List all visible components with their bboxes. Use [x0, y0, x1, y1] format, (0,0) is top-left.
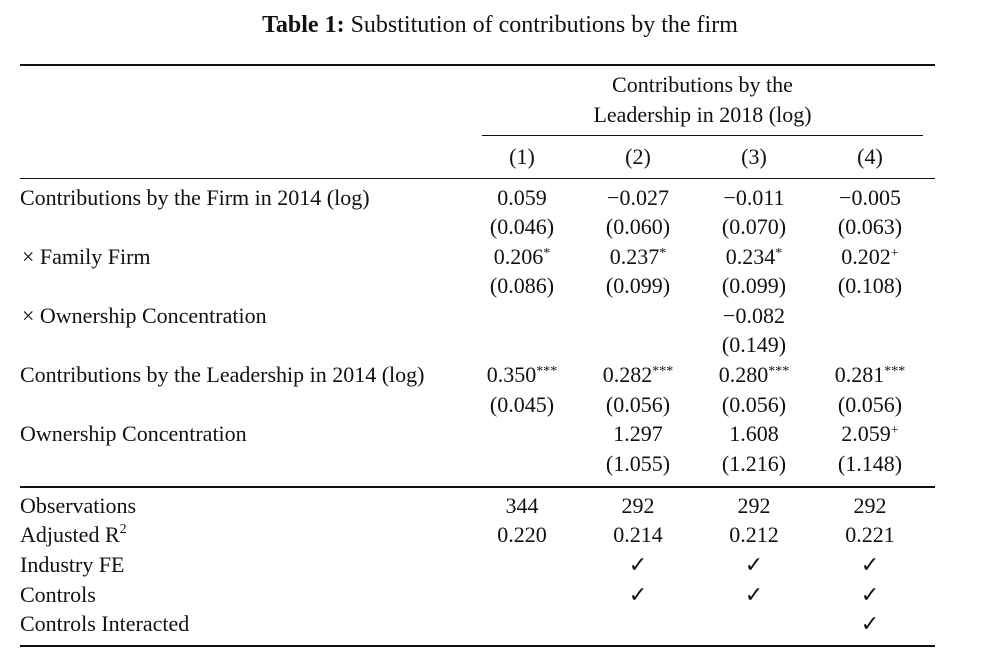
- se-cell: (0.060): [605, 214, 671, 239]
- se-cell: (0.149): [721, 332, 787, 357]
- top-rule: [20, 64, 935, 66]
- coef-cell: 0.237*: [609, 244, 667, 269]
- stat-cell: 292: [853, 493, 887, 518]
- stat-label-controls-interacted: Controls Interacted: [20, 611, 190, 636]
- coef-cell: 0.282***: [602, 362, 674, 387]
- row-label-family-firm-interaction: × Family Firm: [22, 244, 151, 269]
- bottom-rule: [20, 645, 935, 647]
- se-cell: (0.046): [489, 214, 555, 239]
- row-label-ownership-interaction: × Ownership Concentration: [22, 303, 267, 328]
- row-label-firm-contributions: Contributions by the Firm in 2014 (log): [20, 185, 370, 210]
- dependent-variable-header: Contributions by the Leadership in 2018 …: [482, 70, 923, 130]
- se-cell: (0.099): [721, 273, 787, 298]
- stat-cell: 0.212: [729, 522, 779, 547]
- checkmark-icon: ✓: [860, 552, 880, 577]
- table-caption-label: Table 1:: [262, 12, 345, 38]
- se-cell: (1.055): [605, 451, 671, 476]
- se-cell: (0.056): [837, 392, 903, 417]
- coef-cell: 1.608: [729, 421, 779, 446]
- se-cell: (1.216): [721, 451, 787, 476]
- se-cell: (0.063): [837, 214, 903, 239]
- coef-cell: 0.202+: [841, 244, 899, 269]
- table-caption-text: Substitution of contributions by the fir…: [344, 12, 738, 38]
- checkmark-icon: ✓: [860, 582, 880, 607]
- se-cell: (0.056): [605, 392, 671, 417]
- coef-cell: 0.281***: [834, 362, 906, 387]
- table-caption: Table 1: Substitution of contributions b…: [0, 10, 1000, 40]
- checkmark-icon: ✓: [628, 582, 648, 607]
- coef-cell: 0.350***: [486, 362, 558, 387]
- stat-cell: 0.220: [497, 522, 547, 547]
- column-header-4: (4): [857, 144, 883, 169]
- coef-cell: 0.059: [497, 185, 547, 210]
- stat-label-industry-fe: Industry FE: [20, 552, 125, 577]
- header-rule: [20, 178, 935, 179]
- stat-label-adjusted-r2: Adjusted R2: [20, 522, 127, 547]
- stat-cell: 344: [505, 493, 539, 518]
- coef-cell: −0.082: [723, 303, 785, 328]
- checkmark-icon: ✓: [860, 611, 880, 636]
- stats-rule: [20, 486, 935, 488]
- stat-label-observations: Observations: [20, 493, 137, 518]
- se-cell: (0.056): [721, 392, 787, 417]
- group-header-rule: [482, 135, 923, 136]
- stat-cell: 292: [737, 493, 771, 518]
- se-cell: (0.045): [489, 392, 555, 417]
- stat-cell: 0.214: [613, 522, 663, 547]
- coef-cell: 0.280***: [718, 362, 790, 387]
- se-cell: (0.070): [721, 214, 787, 239]
- stat-cell: 292: [621, 493, 655, 518]
- checkmark-icon: ✓: [744, 552, 764, 577]
- coef-cell: −0.011: [723, 185, 785, 210]
- checkmark-icon: ✓: [744, 582, 764, 607]
- column-header-2: (2): [625, 144, 651, 169]
- row-label-leadership-contributions: Contributions by the Leadership in 2014 …: [20, 362, 425, 387]
- coef-cell: 0.234*: [725, 244, 783, 269]
- se-cell: (0.108): [837, 273, 903, 298]
- column-header-1: (1): [509, 144, 535, 169]
- stat-cell: 0.221: [845, 522, 895, 547]
- coef-cell: 2.059+: [841, 421, 899, 446]
- coef-cell: −0.005: [839, 185, 901, 210]
- se-cell: (0.099): [605, 273, 671, 298]
- stat-label-controls: Controls: [20, 582, 96, 607]
- coef-cell: −0.027: [607, 185, 669, 210]
- dependent-variable-line-2: Leadership in 2018 (log): [593, 102, 812, 127]
- dependent-variable-line-1: Contributions by the: [612, 72, 793, 97]
- se-cell: (0.086): [489, 273, 555, 298]
- column-header-3: (3): [741, 144, 767, 169]
- coef-cell: 1.297: [613, 421, 663, 446]
- checkmark-icon: ✓: [628, 552, 648, 577]
- se-cell: (1.148): [837, 451, 903, 476]
- row-label-ownership-concentration: Ownership Concentration: [20, 421, 247, 446]
- coef-cell: 0.206*: [493, 244, 551, 269]
